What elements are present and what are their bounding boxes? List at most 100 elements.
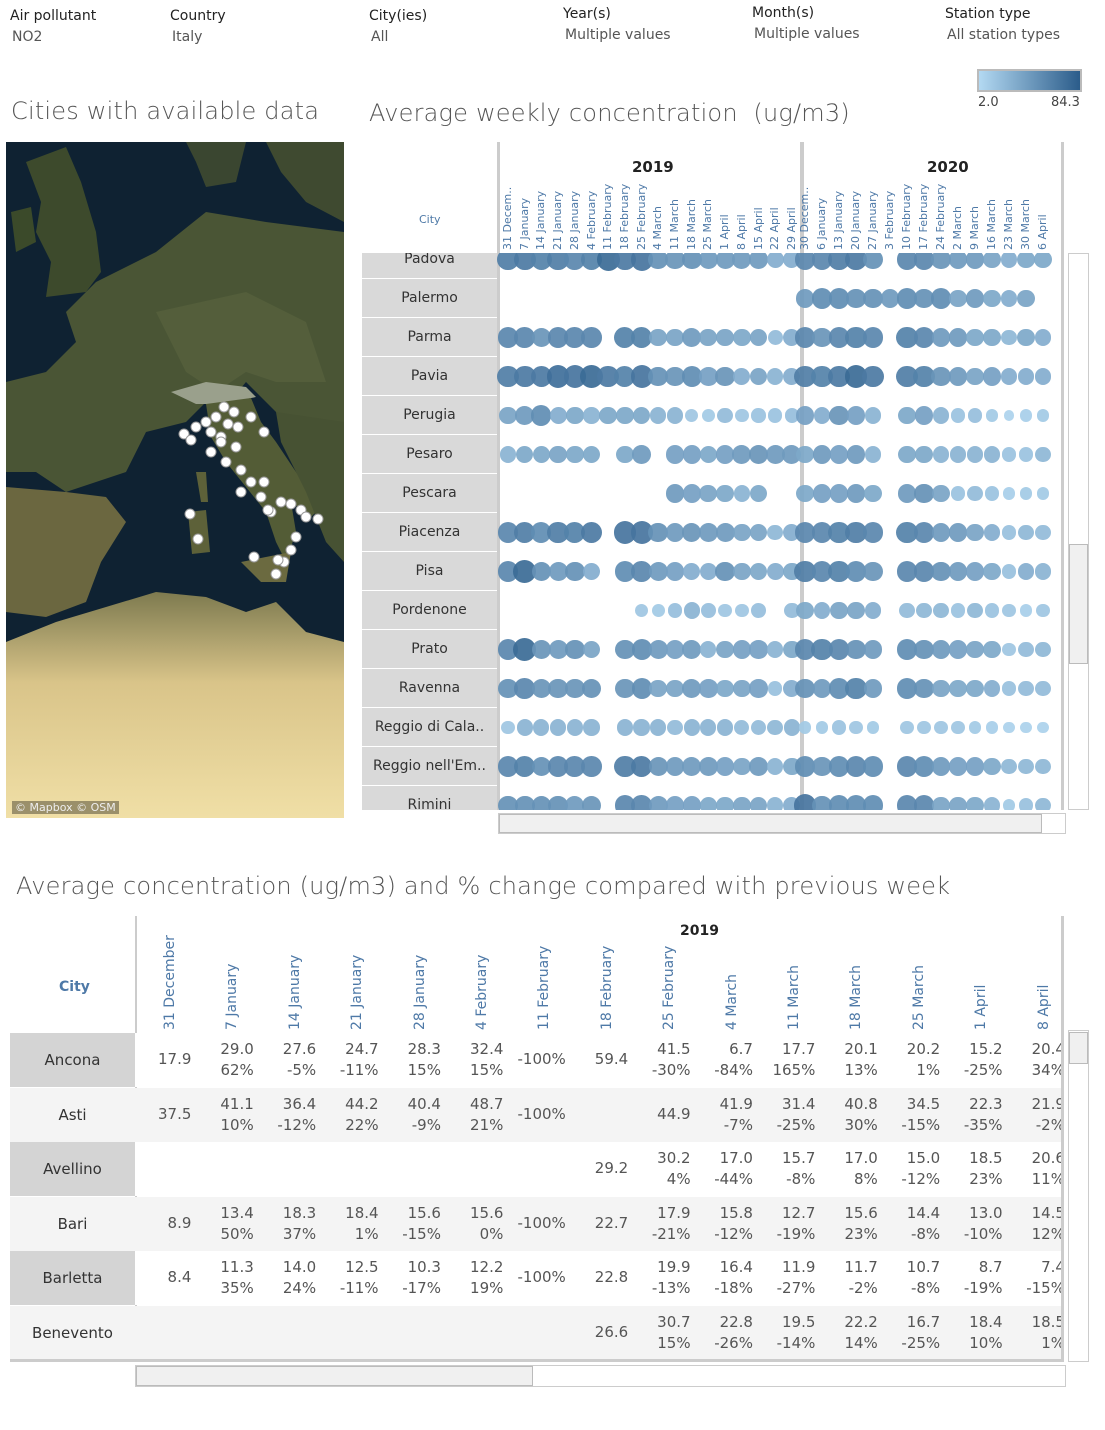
- data-dot[interactable]: [581, 795, 602, 810]
- data-dot[interactable]: [863, 640, 883, 659]
- data-dot[interactable]: [948, 367, 968, 386]
- data-dot[interactable]: [985, 409, 999, 422]
- data-dot[interactable]: [931, 366, 951, 387]
- data-dot[interactable]: [862, 327, 884, 348]
- data-dot[interactable]: [682, 757, 702, 776]
- filter-years[interactable]: Year(s) Multiple values: [563, 6, 671, 43]
- data-dot[interactable]: [896, 795, 918, 810]
- data-dot[interactable]: [1035, 758, 1051, 775]
- data-dot[interactable]: [784, 408, 800, 423]
- data-dot[interactable]: [634, 603, 649, 618]
- data-dot[interactable]: [497, 561, 519, 582]
- data-dot[interactable]: [828, 795, 850, 810]
- data-dot[interactable]: [613, 521, 636, 544]
- data-dot[interactable]: [732, 640, 751, 659]
- data-dot[interactable]: [896, 326, 918, 349]
- data-dot[interactable]: [845, 561, 867, 582]
- data-dot[interactable]: [749, 253, 768, 269]
- data-dot[interactable]: [812, 327, 832, 348]
- data-dot[interactable]: [499, 406, 517, 425]
- data-dot[interactable]: [864, 407, 882, 424]
- data-dot[interactable]: [630, 365, 653, 388]
- data-dot[interactable]: [796, 484, 814, 503]
- data-dot[interactable]: [795, 289, 815, 308]
- data-dot[interactable]: [896, 756, 918, 777]
- data-dot[interactable]: [681, 522, 702, 543]
- data-dot[interactable]: [896, 561, 918, 582]
- data-dot[interactable]: [767, 329, 783, 346]
- data-dot[interactable]: [616, 719, 633, 736]
- data-dot[interactable]: [1001, 525, 1017, 540]
- filter-station-type[interactable]: Station type All station types: [945, 6, 1060, 43]
- data-dot[interactable]: [1036, 487, 1050, 500]
- data-dot[interactable]: [967, 602, 983, 619]
- data-dot[interactable]: [749, 640, 768, 659]
- data-dot[interactable]: [966, 640, 984, 659]
- data-dot[interactable]: [648, 640, 668, 659]
- data-dot[interactable]: [767, 797, 784, 810]
- data-dot[interactable]: [880, 289, 900, 308]
- data-dot[interactable]: [983, 757, 1001, 776]
- data-dot[interactable]: [633, 719, 650, 736]
- data-dot[interactable]: [734, 719, 750, 736]
- data-dot[interactable]: [965, 757, 985, 776]
- data-dot[interactable]: [767, 368, 784, 385]
- data-dot[interactable]: [514, 327, 535, 348]
- data-dot[interactable]: [564, 253, 586, 270]
- data-dot[interactable]: [682, 484, 701, 503]
- data-dot[interactable]: [862, 522, 884, 543]
- data-dot[interactable]: [949, 289, 967, 308]
- data-dot[interactable]: [948, 562, 968, 581]
- data-dot[interactable]: [829, 484, 849, 503]
- data-dot[interactable]: [1001, 758, 1017, 775]
- filter-country[interactable]: Country Italy: [170, 8, 226, 45]
- data-dot[interactable]: [913, 365, 935, 388]
- data-dot[interactable]: [913, 561, 935, 582]
- data-dot[interactable]: [650, 719, 667, 736]
- data-dot[interactable]: [498, 678, 518, 699]
- data-dot[interactable]: [682, 445, 701, 464]
- data-dot[interactable]: [1035, 641, 1051, 658]
- data-dot[interactable]: [732, 253, 752, 269]
- data-dot[interactable]: [716, 328, 735, 347]
- data-dot[interactable]: [665, 796, 685, 810]
- data-dot[interactable]: [548, 562, 568, 581]
- data-dot[interactable]: [581, 327, 602, 348]
- data-dot[interactable]: [632, 406, 651, 425]
- data-dot[interactable]: [1017, 368, 1035, 385]
- data-dot[interactable]: [648, 253, 669, 270]
- data-dot[interactable]: [863, 288, 883, 309]
- data-dot[interactable]: [863, 679, 883, 698]
- filter-cities[interactable]: City(ies) All: [369, 8, 427, 45]
- data-dot[interactable]: [683, 602, 700, 619]
- data-dot[interactable]: [828, 253, 850, 271]
- data-dot[interactable]: [564, 561, 585, 582]
- data-dot[interactable]: [828, 756, 850, 777]
- data-dot[interactable]: [749, 796, 768, 810]
- data-dot[interactable]: [631, 561, 652, 582]
- column-header[interactable]: 25 February: [661, 945, 678, 1030]
- data-dot[interactable]: [983, 680, 1001, 697]
- data-dot[interactable]: [1001, 681, 1017, 696]
- data-dot[interactable]: [514, 678, 535, 699]
- data-dot[interactable]: [949, 679, 967, 698]
- italy-map[interactable]: © Mapbox © OSM: [6, 142, 344, 818]
- data-dot[interactable]: [965, 289, 985, 308]
- column-header[interactable]: 14 January: [286, 954, 303, 1030]
- data-dot[interactable]: [513, 253, 536, 271]
- data-dot[interactable]: [950, 486, 966, 501]
- data-dot[interactable]: [932, 407, 950, 424]
- data-dot[interactable]: [1018, 447, 1034, 462]
- data-dot[interactable]: [967, 408, 983, 423]
- data-dot[interactable]: [767, 719, 784, 736]
- data-dot[interactable]: [845, 521, 867, 544]
- data-dot[interactable]: [811, 253, 833, 270]
- data-dot[interactable]: [847, 601, 865, 620]
- data-dot[interactable]: [665, 757, 685, 776]
- data-dot[interactable]: [794, 639, 816, 660]
- data-dot[interactable]: [497, 756, 519, 777]
- data-dot[interactable]: [1002, 799, 1016, 810]
- column-header[interactable]: 8 April: [1035, 984, 1052, 1030]
- data-dot[interactable]: [913, 756, 935, 777]
- data-dot[interactable]: [501, 720, 515, 735]
